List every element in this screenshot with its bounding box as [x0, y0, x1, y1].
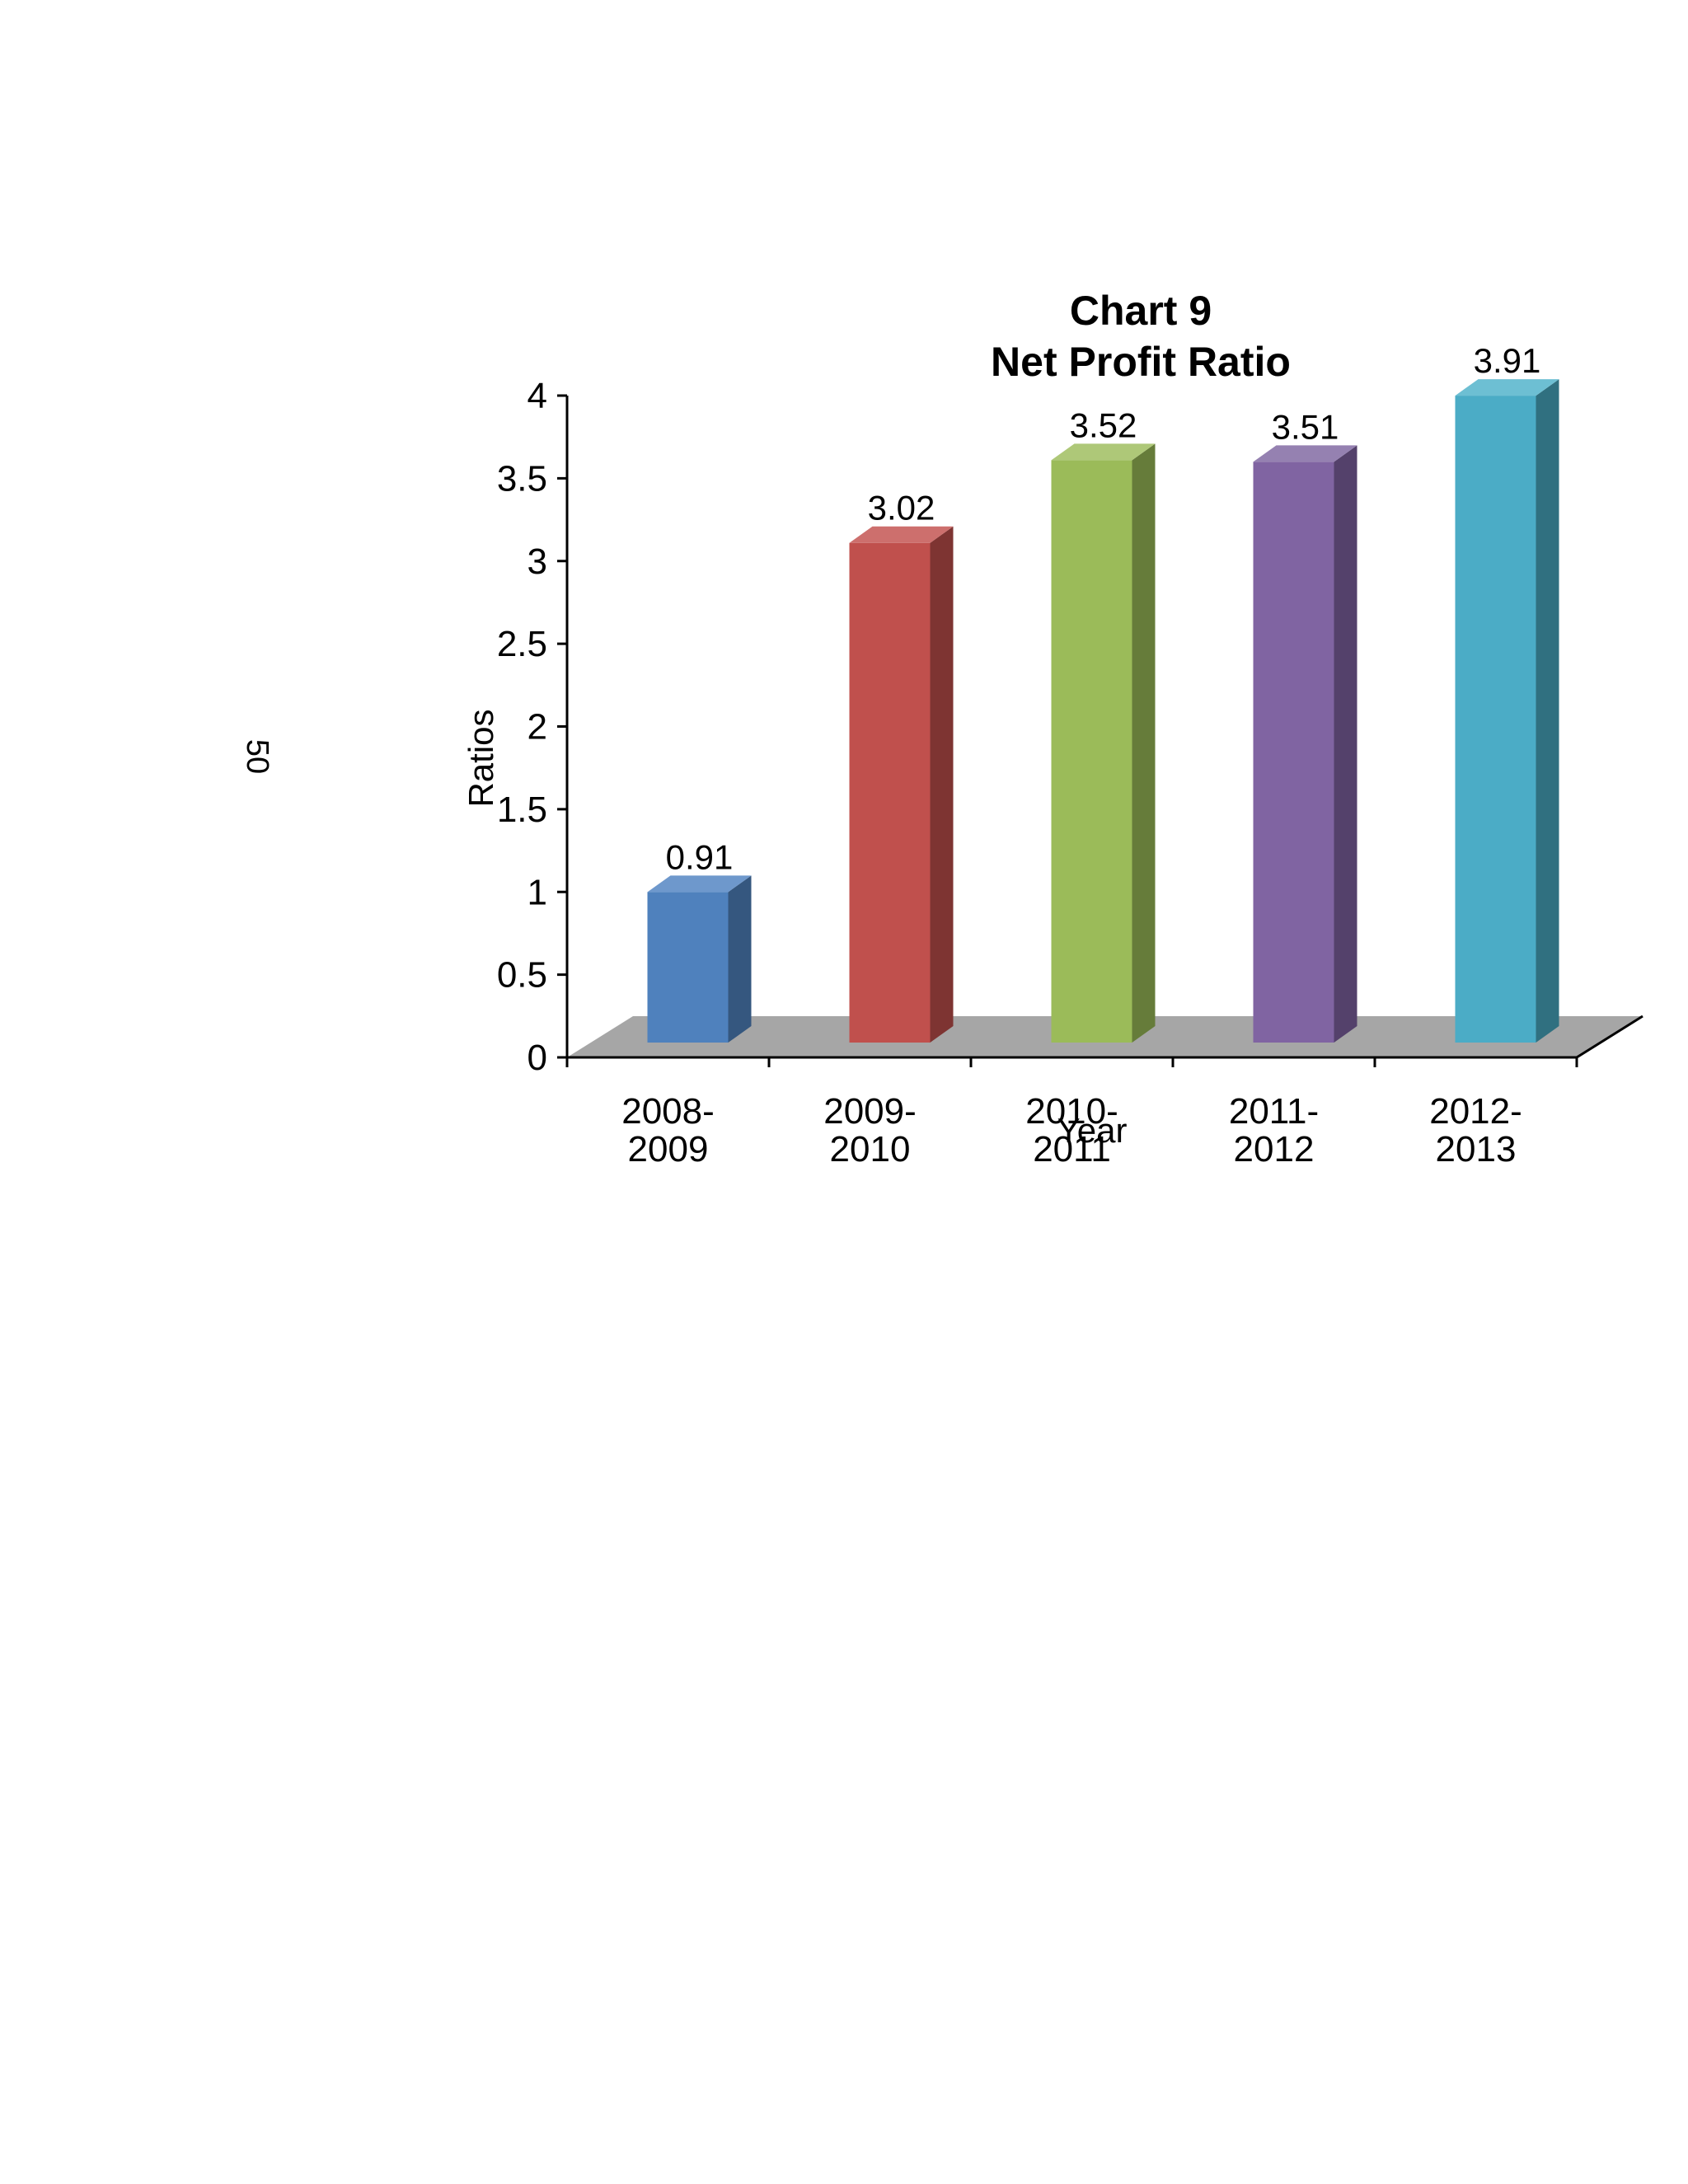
bar [1051, 443, 1156, 1043]
bars [647, 379, 1559, 1043]
y-tick-label: 3 [528, 541, 547, 582]
data-labels: 0.91 3.02 3.52 3.51 3.91 [666, 341, 1541, 876]
y-tick-label: 2.5 [497, 624, 547, 664]
y-tick-label: 3.5 [497, 458, 547, 499]
bar-side [930, 526, 954, 1043]
bar [1253, 445, 1357, 1043]
bar-top [647, 875, 752, 893]
bar-top [849, 526, 954, 543]
bar-top [1253, 445, 1357, 462]
x-ticks: 2008-2009 2009-2010 2010-2011 2011-2012 2012… [565, 1057, 1578, 1169]
y-tick-label: 0 [528, 1038, 547, 1078]
bar-front [1455, 396, 1536, 1043]
bar-side [1132, 443, 1156, 1043]
bar-side [1334, 445, 1357, 1043]
y-tick-label: 2 [528, 707, 547, 748]
chart-title-line-2: Net Profit Ratio [991, 339, 1291, 385]
bar-front [647, 892, 729, 1043]
x-tick-label: 2011-2012 [1229, 1091, 1319, 1169]
page-number: 50 [240, 739, 274, 774]
y-tick-label: 1.5 [497, 790, 547, 830]
bar [647, 875, 752, 1043]
data-label: 3.52 [1070, 405, 1137, 444]
x-tick-label: 2008-2009 [621, 1091, 715, 1169]
x-tick-label: 2012-2013 [1429, 1091, 1522, 1169]
bar [1455, 379, 1559, 1043]
chart-title-line-1: Chart 9 [1070, 288, 1212, 334]
bar-side [728, 875, 752, 1043]
y-tick-label: 4 [528, 376, 547, 416]
y-tick-label: 0.5 [497, 955, 547, 996]
x-tick-label: 2010-2011 [1025, 1091, 1118, 1169]
bar [849, 526, 954, 1043]
bar-top [1455, 379, 1559, 396]
y-ticks: 0 0.5 1 1.5 2 2.5 3 3.5 4 [497, 376, 567, 1078]
y-axis-title: Ratios [462, 709, 500, 807]
data-label: 0.91 [666, 837, 734, 876]
x-axis-title: Year [1057, 1111, 1128, 1150]
data-label: 3.91 [1474, 341, 1541, 380]
data-label: 3.02 [868, 489, 935, 527]
y-tick-label: 1 [528, 872, 547, 912]
bar-top [1051, 443, 1156, 461]
x-axis-depth-line [1576, 1015, 1643, 1059]
bar-side [1536, 379, 1559, 1043]
bar-front [1253, 462, 1334, 1043]
bar-front [1051, 460, 1132, 1043]
bar-front [849, 542, 931, 1043]
x-tick-label: 2009-2010 [823, 1091, 917, 1169]
data-label: 3.51 [1272, 407, 1339, 446]
